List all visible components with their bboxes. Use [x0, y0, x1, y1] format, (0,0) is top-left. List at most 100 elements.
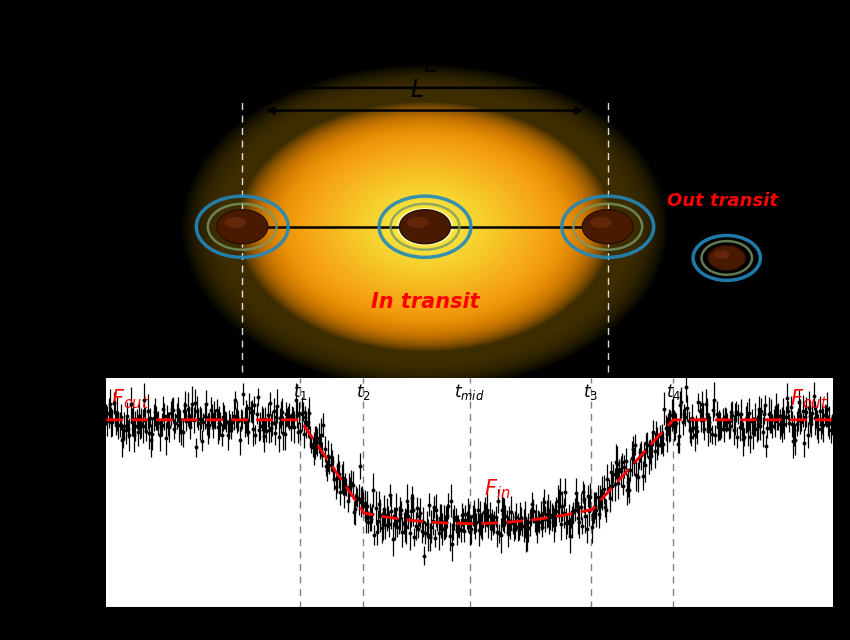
Ellipse shape — [287, 135, 563, 319]
Ellipse shape — [337, 168, 513, 285]
Ellipse shape — [405, 214, 445, 240]
Ellipse shape — [400, 210, 451, 244]
Ellipse shape — [344, 173, 506, 281]
Ellipse shape — [281, 131, 569, 323]
Ellipse shape — [356, 180, 494, 273]
Ellipse shape — [394, 207, 456, 247]
Ellipse shape — [402, 212, 448, 242]
Ellipse shape — [397, 208, 453, 246]
Ellipse shape — [708, 246, 745, 270]
Ellipse shape — [266, 121, 584, 333]
Ellipse shape — [370, 189, 480, 264]
Ellipse shape — [377, 195, 473, 259]
Ellipse shape — [332, 164, 518, 289]
Ellipse shape — [258, 115, 592, 339]
Ellipse shape — [376, 194, 474, 260]
Ellipse shape — [339, 170, 511, 284]
Text: $t_2$: $t_2$ — [355, 382, 371, 402]
Ellipse shape — [327, 162, 523, 292]
Ellipse shape — [286, 134, 564, 319]
Ellipse shape — [414, 220, 436, 234]
Ellipse shape — [394, 205, 456, 248]
Ellipse shape — [326, 161, 524, 292]
Ellipse shape — [400, 211, 450, 243]
Ellipse shape — [256, 114, 594, 339]
Ellipse shape — [254, 113, 596, 340]
Text: $L$: $L$ — [410, 78, 423, 102]
Ellipse shape — [374, 193, 476, 261]
Ellipse shape — [333, 166, 517, 288]
Ellipse shape — [265, 120, 585, 333]
Ellipse shape — [268, 122, 582, 332]
Ellipse shape — [368, 189, 482, 265]
Ellipse shape — [313, 152, 537, 301]
Text: $t_4$: $t_4$ — [666, 382, 681, 402]
Ellipse shape — [359, 182, 491, 271]
Ellipse shape — [412, 218, 438, 235]
Ellipse shape — [260, 117, 590, 337]
Ellipse shape — [277, 128, 573, 326]
Ellipse shape — [338, 169, 512, 285]
Ellipse shape — [323, 159, 527, 294]
Ellipse shape — [407, 217, 428, 228]
Ellipse shape — [272, 125, 578, 328]
Ellipse shape — [392, 205, 458, 249]
Ellipse shape — [295, 140, 555, 314]
Ellipse shape — [343, 172, 507, 282]
Ellipse shape — [293, 139, 557, 315]
Ellipse shape — [582, 210, 633, 244]
Ellipse shape — [290, 137, 560, 317]
Ellipse shape — [292, 138, 558, 316]
Ellipse shape — [362, 185, 488, 269]
Ellipse shape — [298, 142, 552, 312]
Ellipse shape — [713, 251, 729, 259]
Ellipse shape — [305, 147, 545, 307]
Ellipse shape — [325, 160, 525, 294]
Ellipse shape — [278, 129, 572, 324]
Ellipse shape — [246, 107, 604, 346]
Ellipse shape — [309, 149, 541, 305]
Ellipse shape — [241, 104, 609, 349]
Ellipse shape — [307, 148, 543, 306]
Ellipse shape — [364, 186, 486, 268]
Ellipse shape — [321, 158, 529, 296]
Ellipse shape — [303, 146, 547, 308]
Ellipse shape — [350, 177, 500, 276]
Ellipse shape — [296, 141, 554, 312]
Ellipse shape — [388, 203, 462, 251]
Ellipse shape — [353, 179, 497, 275]
Ellipse shape — [262, 118, 588, 335]
Ellipse shape — [400, 209, 451, 244]
Ellipse shape — [382, 198, 468, 256]
Ellipse shape — [331, 164, 519, 290]
Ellipse shape — [299, 143, 551, 310]
Ellipse shape — [372, 191, 478, 262]
Ellipse shape — [309, 150, 541, 303]
Ellipse shape — [347, 175, 503, 279]
Text: $F_{out}$: $F_{out}$ — [790, 387, 828, 411]
Text: $t_{mid}$: $t_{mid}$ — [455, 382, 484, 402]
Ellipse shape — [406, 214, 444, 239]
Ellipse shape — [590, 217, 611, 228]
Ellipse shape — [398, 209, 452, 245]
Ellipse shape — [378, 196, 472, 258]
Ellipse shape — [404, 212, 446, 241]
Ellipse shape — [280, 130, 570, 324]
Ellipse shape — [269, 123, 581, 330]
Ellipse shape — [264, 119, 586, 335]
Ellipse shape — [274, 126, 576, 328]
Ellipse shape — [314, 153, 536, 301]
Ellipse shape — [351, 178, 499, 276]
Ellipse shape — [396, 207, 454, 246]
Ellipse shape — [411, 218, 439, 236]
Ellipse shape — [315, 154, 535, 300]
Ellipse shape — [301, 144, 549, 310]
Ellipse shape — [217, 210, 268, 244]
Ellipse shape — [388, 202, 462, 252]
Ellipse shape — [386, 200, 464, 253]
Text: $t_3$: $t_3$ — [583, 382, 598, 402]
Ellipse shape — [247, 108, 603, 346]
Ellipse shape — [329, 163, 521, 291]
Ellipse shape — [242, 105, 608, 348]
Ellipse shape — [271, 124, 579, 330]
